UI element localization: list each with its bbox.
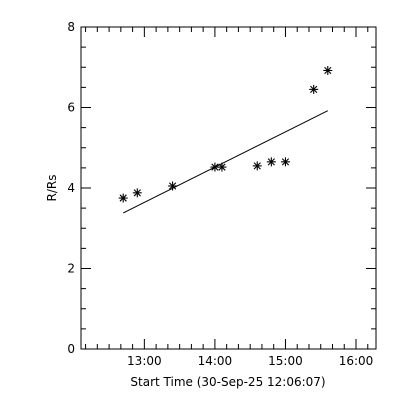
fit-line-group xyxy=(122,110,329,214)
y-tick-label: 2 xyxy=(67,262,75,276)
asterisk-stroke xyxy=(324,66,332,75)
data-point xyxy=(252,161,262,171)
asterisk-stroke xyxy=(310,85,318,94)
x-tick-label: 14:00 xyxy=(198,354,233,368)
asterisk-stroke xyxy=(211,163,219,171)
x-axis-label: Start Time (30-Sep-25 12:06:07) xyxy=(130,375,325,389)
asterisk-stroke xyxy=(281,158,290,166)
y-axis-label: R/Rs xyxy=(45,175,59,202)
data-point xyxy=(217,162,227,172)
fit-line xyxy=(122,110,329,214)
data-point xyxy=(132,188,142,198)
data-point xyxy=(323,65,333,75)
data-point xyxy=(280,157,290,167)
y-tick-label: 6 xyxy=(67,101,75,115)
y-tick-label: 8 xyxy=(67,20,75,34)
asterisk-stroke xyxy=(267,158,275,166)
asterisk-stroke xyxy=(218,163,226,171)
y-tick-label: 4 xyxy=(67,181,75,195)
x-tick-label: 16:00 xyxy=(339,354,374,368)
asterisk-stroke xyxy=(119,194,127,202)
asterisk-stroke xyxy=(133,189,141,197)
y-tick-labels: 0 2 4 6 8 xyxy=(67,20,75,356)
x-tick-label: 15:00 xyxy=(268,354,303,368)
x-tick-label: 13:00 xyxy=(127,354,162,368)
asterisk-stroke xyxy=(168,182,177,190)
asterisk-stroke xyxy=(253,162,261,170)
tick-marks xyxy=(81,26,376,350)
data-point xyxy=(118,193,128,203)
y-tick-label: 0 xyxy=(67,342,75,356)
plot-frame xyxy=(80,26,377,350)
data-markers xyxy=(118,65,333,203)
data-point xyxy=(309,84,319,94)
x-tick-labels: 13:00 14:00 15:00 16:00 xyxy=(127,354,373,368)
data-point xyxy=(168,181,178,191)
data-point xyxy=(266,157,276,167)
